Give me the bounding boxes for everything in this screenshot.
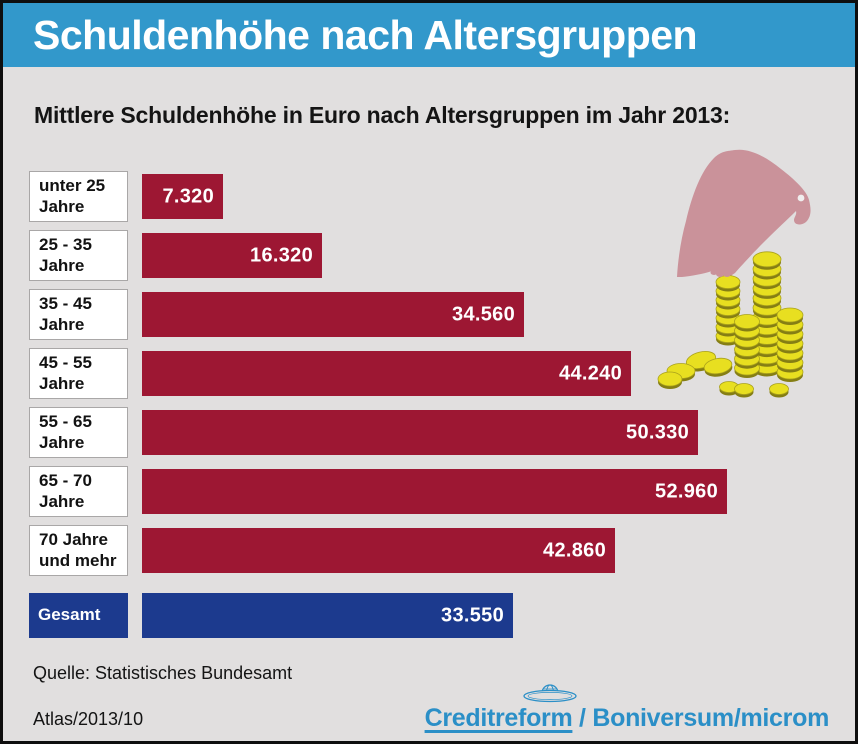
age-group-label: 65 - 70 Jahre [29,466,128,517]
chart-row: 35 - 45 Jahre 34.560 [29,289,727,340]
creditreform-boniversum-microm-logo: Creditreform / Boniversum / microm [425,684,829,741]
chart-row: 70 Jahre und mehr 42.860 [29,525,727,576]
bar-chart: unter 25 Jahre 7.320 25 - 35 Jahre 16.320 35 -… [29,171,727,649]
bar-value-label: 42.860 [543,539,606,561]
label-line: Jahre [39,314,85,334]
age-group-label: 45 - 55 Jahre [29,348,128,399]
age-group-label: 35 - 45 Jahre [29,289,128,340]
label-line: Jahre [39,373,85,393]
label-line: Jahre [39,491,85,511]
label-line: Gesamt [38,605,101,625]
creditreform-globe-icon [523,684,578,703]
vulture-eye [797,194,805,202]
bar-value-label: 16.320 [250,244,313,266]
age-group-label: 25 - 35 Jahre [29,230,128,281]
value-bar: 16.320 [142,233,322,278]
label-line: Jahre [39,432,85,452]
label-line: 55 - 65 [39,411,92,431]
label-line: unter 25 [39,175,106,195]
main-title: Schuldenhöhe nach Altersgruppen [33,11,698,58]
label-line: 35 - 45 [39,293,92,313]
chart-row: 65 - 70 Jahre 52.960 [29,466,727,517]
total-label: Gesamt [29,593,128,638]
logo-microm: microm [740,704,829,732]
bar-value-label: 50.330 [626,421,689,443]
value-bar: 44.240 [142,351,631,396]
value-bar: 50.330 [142,410,698,455]
label-line: und mehr [39,550,117,570]
label-line: 65 - 70 [39,470,92,490]
vulture-silhouette [677,149,811,277]
coin-stacks [657,251,804,398]
value-bar: 33.550 [142,593,513,638]
logo-separator-1: / [572,704,593,732]
label-line: 25 - 35 [39,234,92,254]
chart-row: 55 - 65 Jahre 50.330 [29,407,727,458]
value-bar: 42.860 [142,528,615,573]
source-note: Quelle: Statistisches Bundesamt [33,663,293,683]
bar-value-label: 52.960 [655,480,718,502]
vulture-claw [710,270,731,277]
logo-separator-2: / [733,704,741,732]
logo-creditreform: Creditreform [425,684,578,741]
bar-value-label: 44.240 [559,362,622,384]
bar-value-label: 7.320 [162,185,214,207]
label-line: 70 Jahre [39,529,108,549]
chart-row: unter 25 Jahre 7.320 [29,171,727,222]
value-bar: 7.320 [142,174,223,219]
bar-value-label: 33.550 [441,604,504,626]
label-line: 45 - 55 [39,352,92,372]
age-group-label: unter 25 Jahre [29,171,128,222]
vulture-on-coins-illustration [657,149,811,398]
title-bar: Schuldenhöhe nach Altersgruppen [3,3,855,67]
chart-subtitle: Mittlere Schuldenhöhe in Euro nach Alter… [34,102,731,128]
age-group-label: 70 Jahre und mehr [29,525,128,576]
bar-value-label: 34.560 [452,303,515,325]
chart-row: 25 - 35 Jahre 16.320 [29,230,727,281]
label-line: Jahre [39,196,85,216]
chart-row: 45 - 55 Jahre 44.240 [29,348,727,399]
value-bar: 34.560 [142,292,524,337]
edition-note: Atlas/2013/10 [33,709,144,729]
chart-row: Gesamt 33.550 [29,590,727,641]
value-bar: 52.960 [142,469,727,514]
logo-boniversum: Boniversum [592,704,734,732]
label-line: Jahre [39,255,85,275]
age-group-label: 55 - 65 Jahre [29,407,128,458]
